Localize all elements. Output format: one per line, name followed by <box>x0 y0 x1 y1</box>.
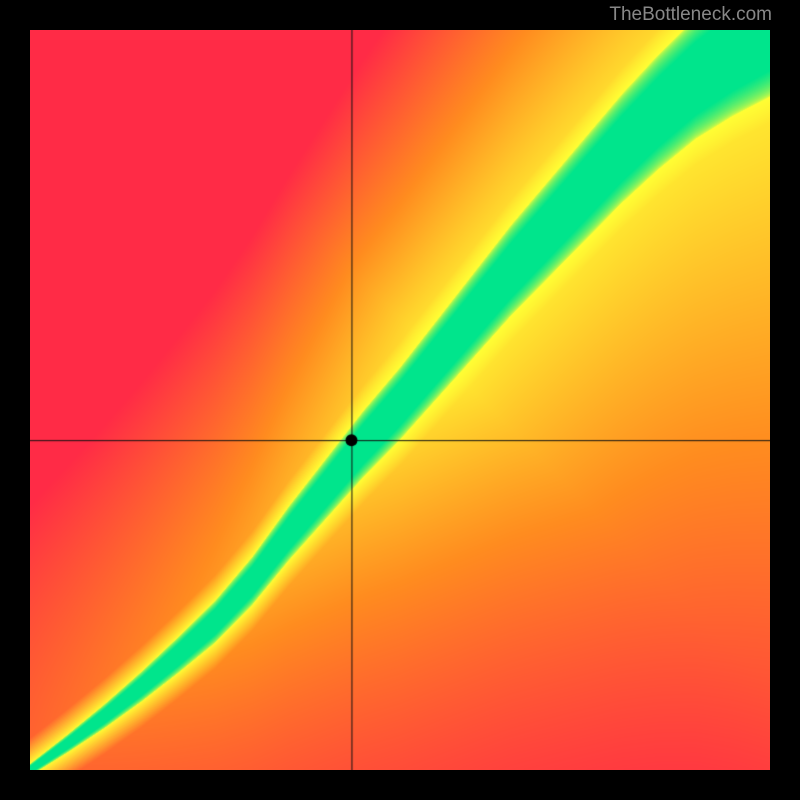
bottleneck-heatmap <box>30 30 770 770</box>
attribution-text: TheBottleneck.com <box>609 4 772 26</box>
